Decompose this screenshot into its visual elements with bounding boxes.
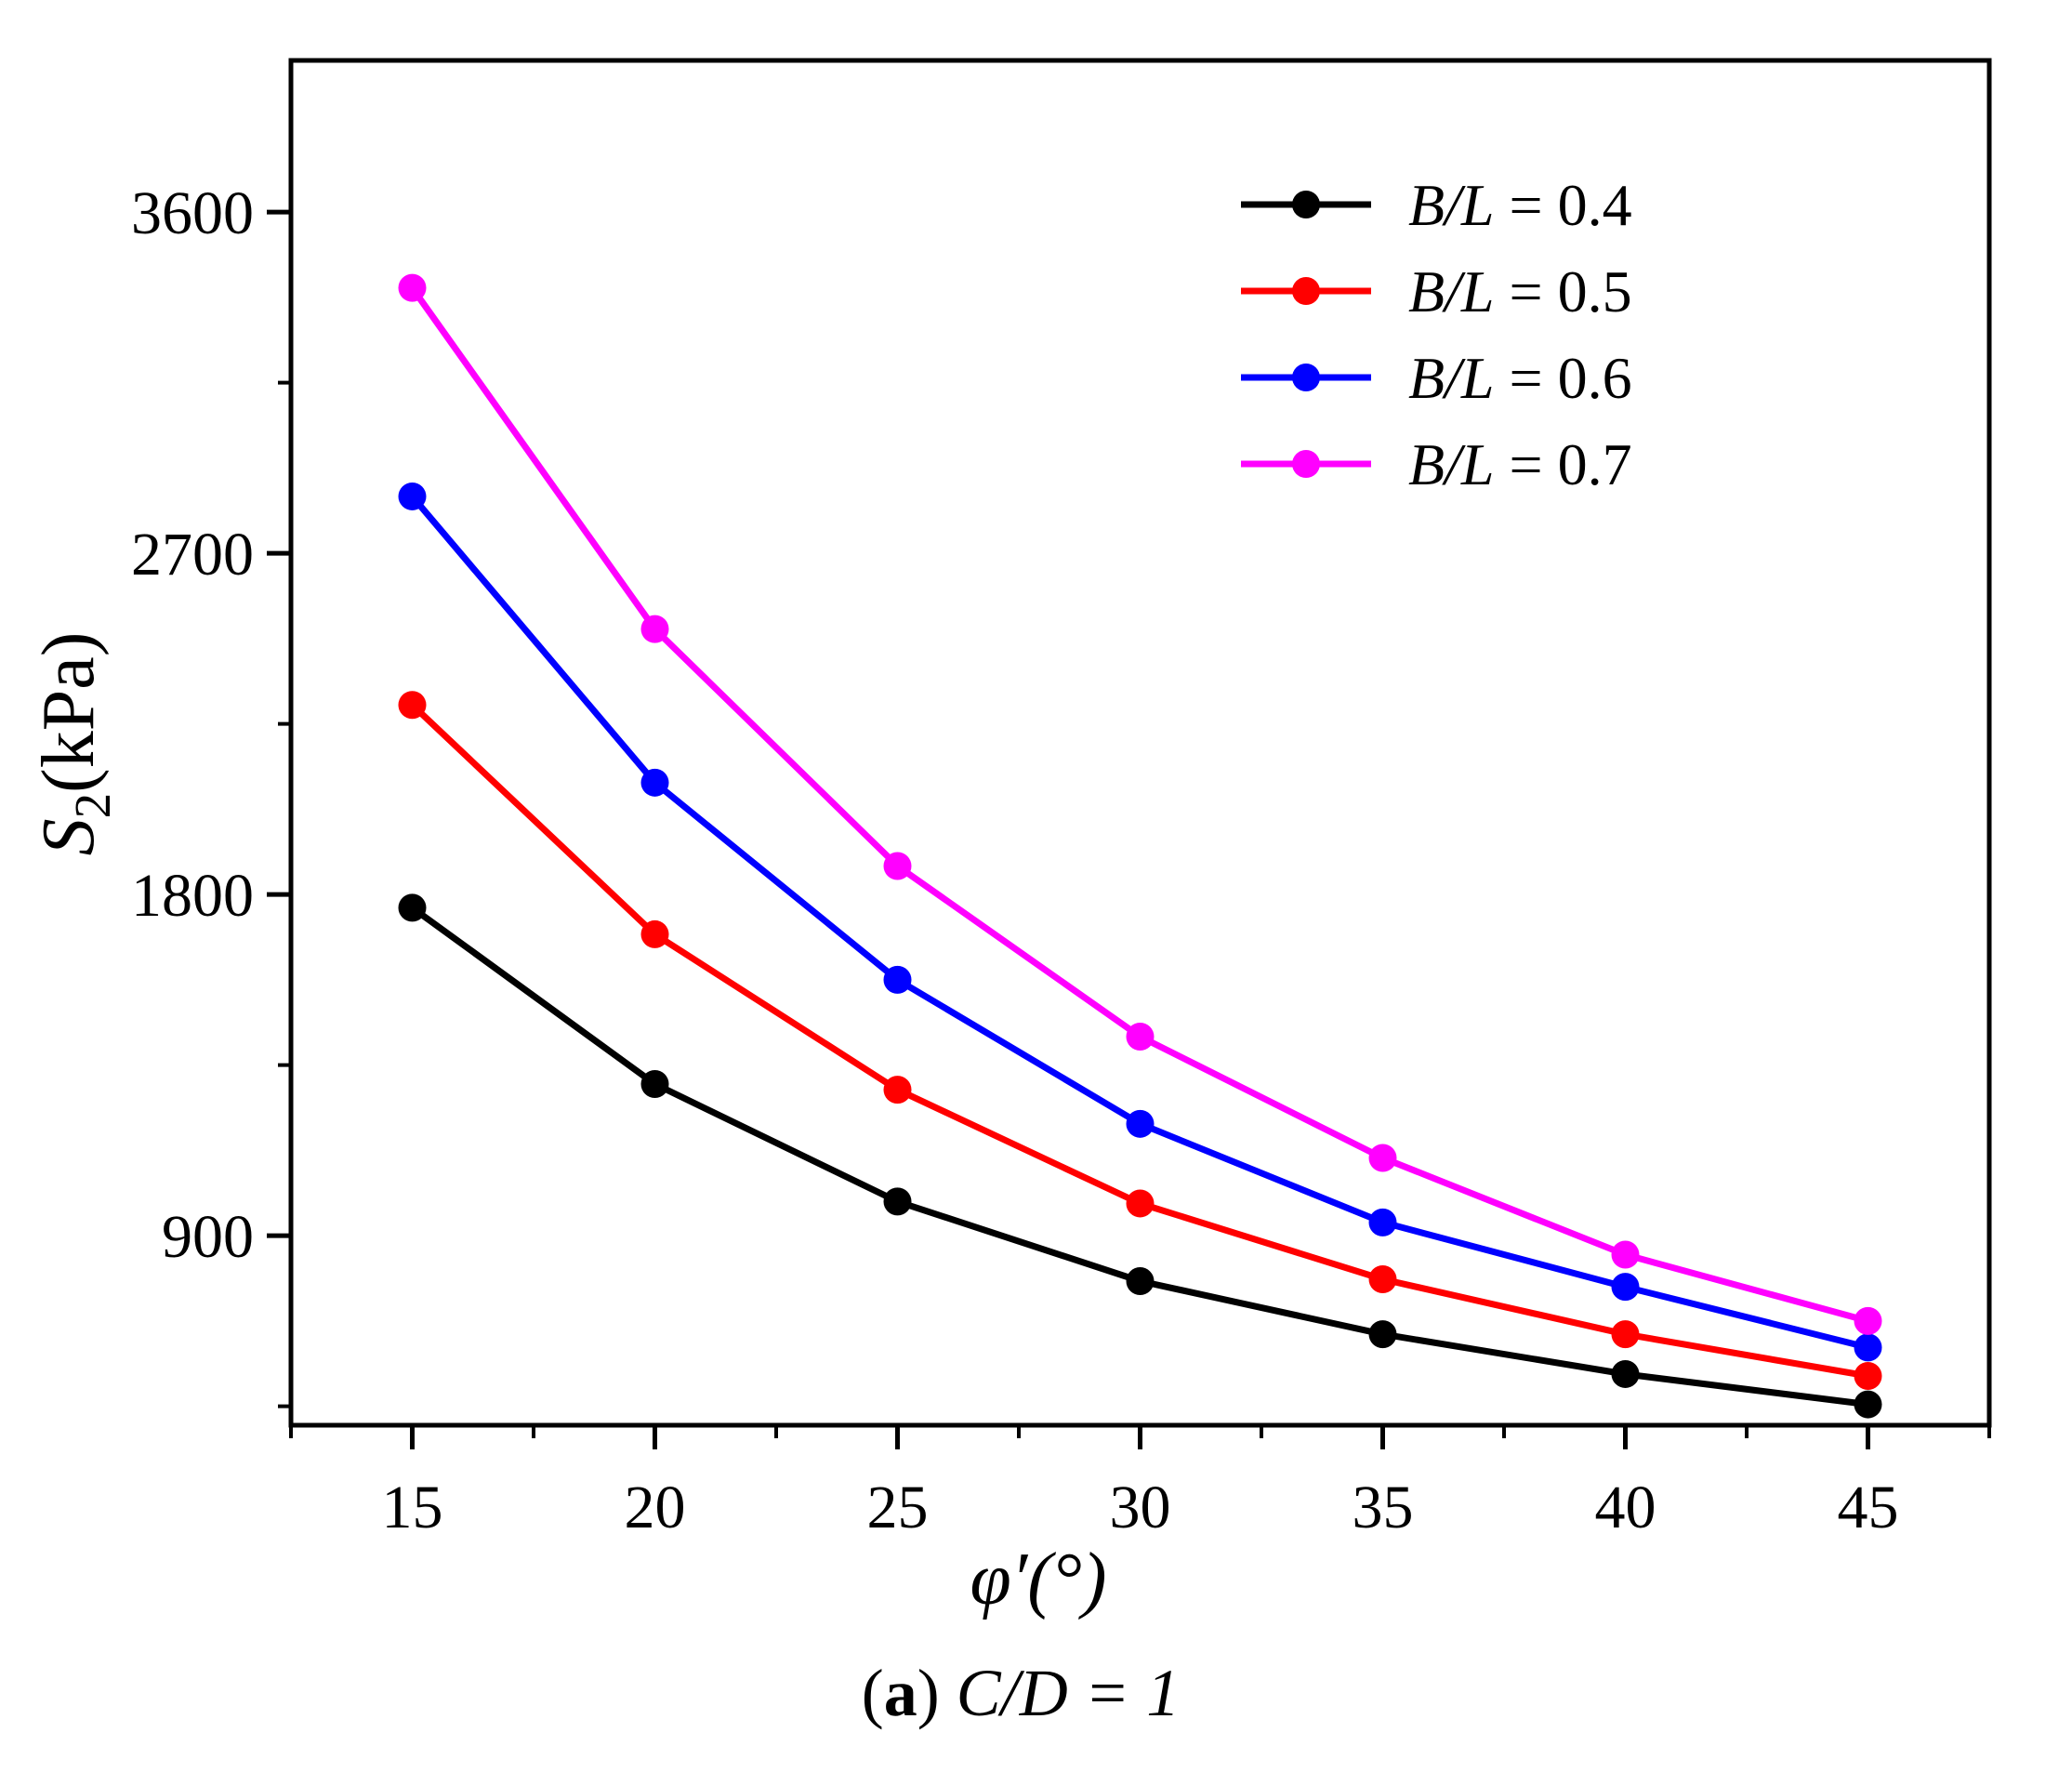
legend-label: B/L = 0.4 (1408, 172, 1632, 238)
x-tick-label: 20 (625, 1474, 686, 1541)
data-point (883, 1076, 912, 1104)
data-point (1126, 1023, 1155, 1051)
legend-marker (1292, 191, 1320, 218)
y-tick-label: 900 (162, 1203, 254, 1271)
legend-label-variable: B/L (1408, 431, 1494, 497)
y-axis-title-unit: (kPa) (28, 632, 110, 793)
legend-label-variable: B/L (1408, 345, 1494, 411)
data-point (640, 1070, 669, 1098)
legend-label-variable: B/L (1408, 172, 1494, 238)
x-tick-label: 35 (1353, 1474, 1414, 1541)
legend-marker (1292, 277, 1320, 305)
x-tick-label: 25 (867, 1474, 929, 1541)
data-point (883, 852, 912, 880)
data-point (1368, 1144, 1397, 1172)
data-point (1854, 1306, 1882, 1335)
legend-item: B/L = 0.4 (1241, 172, 1632, 238)
data-point (1611, 1320, 1640, 1349)
legend-item: B/L = 0.7 (1241, 431, 1632, 497)
data-point (883, 1187, 912, 1216)
data-point (1126, 1109, 1155, 1138)
y-axis-title-main: S (28, 818, 110, 855)
legend-marker (1292, 364, 1320, 391)
caption: (a) C/D = 1 (862, 1656, 1181, 1730)
y-tick-label: 3600 (131, 179, 254, 247)
data-point (1611, 1273, 1640, 1302)
data-point (1126, 1189, 1155, 1218)
data-point (1368, 1265, 1397, 1294)
data-point (640, 768, 669, 797)
data-point (1611, 1240, 1640, 1269)
axes-ticks: 15 20 25 30 35 40 45 900 1800 2700 3600 (131, 179, 1991, 1541)
plot-frame (288, 58, 1992, 1428)
legend-label-value: = 0.5 (1509, 258, 1631, 324)
legend-label-variable: B/L (1408, 258, 1494, 324)
legend-marker (1292, 450, 1320, 478)
legend-item: B/L = 0.5 (1241, 258, 1632, 324)
legend-item: B/L = 0.6 (1241, 345, 1632, 411)
caption-label: a (884, 1656, 917, 1730)
series-line (409, 494, 1869, 1351)
legend-label: B/L = 0.7 (1408, 431, 1632, 497)
legend: B/L = 0.4B/L = 0.5B/L = 0.6B/L = 0.7 (1241, 172, 1632, 497)
legend-label: B/L = 0.6 (1408, 345, 1632, 411)
legend-label-value: = 0.4 (1509, 172, 1631, 238)
x-tick-label: 15 (382, 1474, 443, 1541)
data-point (1368, 1208, 1397, 1236)
data-point (640, 919, 669, 948)
legend-label-value: = 0.7 (1509, 431, 1631, 497)
y-tick-label: 2700 (131, 521, 254, 588)
series-layer (398, 273, 1882, 1419)
series-4 (398, 273, 1882, 1335)
data-point (1854, 1390, 1882, 1419)
data-point (1611, 1359, 1640, 1388)
x-tick-label: 40 (1595, 1474, 1656, 1541)
data-point (883, 965, 912, 994)
data-point (1854, 1333, 1882, 1362)
data-point (1126, 1267, 1155, 1296)
data-point (398, 273, 427, 302)
caption-text: C/D = 1 (957, 1656, 1181, 1730)
series-1 (398, 893, 1882, 1419)
legend-label-value: = 0.6 (1509, 345, 1631, 411)
data-point (398, 893, 427, 922)
x-tick-label: 45 (1838, 1474, 1899, 1541)
series-2 (398, 691, 1882, 1390)
series-3 (398, 482, 1882, 1362)
data-point (1854, 1361, 1882, 1390)
y-tick-label: 1800 (131, 862, 254, 930)
x-axis-title: φ′(°) (970, 1539, 1106, 1620)
series-line (410, 905, 1868, 1408)
x-tick-label: 30 (1110, 1474, 1171, 1541)
y-axis-title: S2(kPa) (28, 632, 121, 856)
y-axis-title-sub: 2 (64, 793, 121, 819)
data-point (398, 691, 427, 720)
legend-label: B/L = 0.5 (1408, 258, 1632, 324)
series-line (409, 285, 1869, 1325)
data-point (398, 482, 427, 510)
data-point (640, 615, 669, 643)
data-point (1368, 1320, 1397, 1349)
